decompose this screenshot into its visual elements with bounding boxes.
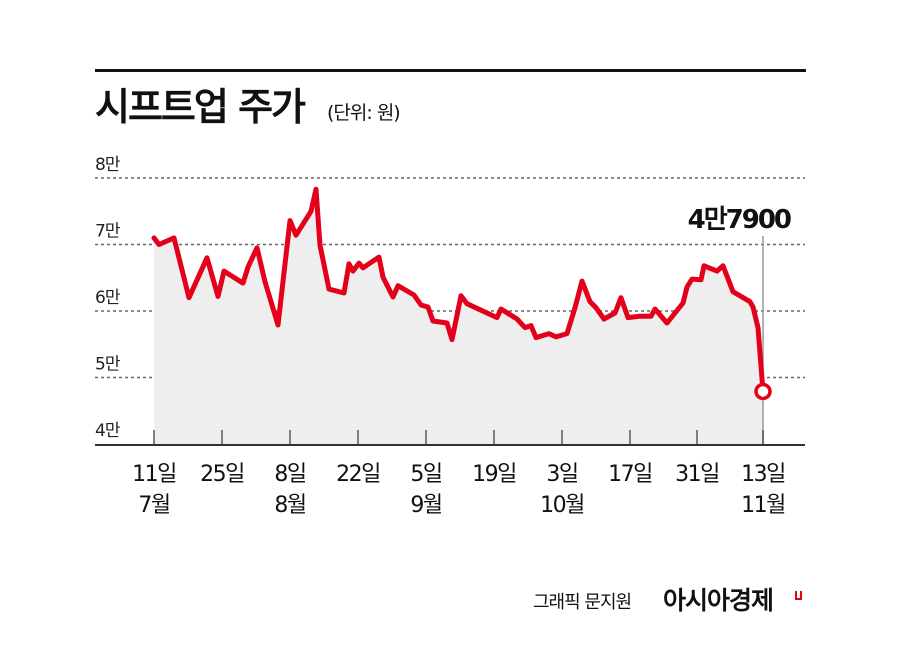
y-axis-labels: 4만 5만 6만 7만 8만 xyxy=(95,155,122,441)
graphic-credit: 그래픽 문지원 xyxy=(533,592,632,613)
y-tick-label: 4만 xyxy=(95,421,121,441)
x-tick-month: 9월 xyxy=(410,493,441,518)
x-tick-month: 11월 xyxy=(741,493,785,518)
end-value-label: 4만7900 xyxy=(688,205,791,235)
y-tick-label: 5만 xyxy=(95,355,121,375)
chart-title: 시프트업 주가 xyxy=(95,85,306,129)
unit-label: (단위: 원) xyxy=(327,102,401,124)
top-rule xyxy=(95,69,806,72)
y-tick-label: 7만 xyxy=(95,222,121,242)
x-tick-day: 13일 xyxy=(741,462,785,487)
x-tick-month: 10월 xyxy=(540,493,584,518)
x-tick-day: 3일 xyxy=(546,462,577,487)
x-tick-day: 25일 xyxy=(200,462,244,487)
x-axis-labels: 11일 7월 25일 8일 8월 22일 5일 9월 19일 3일 10월 17일 31일 13일 11월 xyxy=(132,462,786,518)
end-point-marker xyxy=(754,382,772,401)
brand-logo-text: 아시아경제 xyxy=(663,586,774,615)
y-tick-label: 8만 xyxy=(95,155,121,175)
x-tick-day: 5일 xyxy=(410,462,441,487)
price-line xyxy=(151,186,766,394)
x-axis-ticks xyxy=(153,430,764,444)
x-tick-day: 19일 xyxy=(472,462,516,487)
brand-mark-icon xyxy=(795,591,802,600)
y-tick-label: 6만 xyxy=(95,288,121,308)
x-tick-day: 22일 xyxy=(336,462,380,487)
x-tick-day: 11일 xyxy=(132,462,176,487)
x-tick-day: 31일 xyxy=(675,462,719,487)
x-tick-month: 8월 xyxy=(274,493,305,518)
x-tick-day: 8일 xyxy=(274,462,305,487)
x-tick-day: 17일 xyxy=(608,462,652,487)
x-tick-month: 7월 xyxy=(138,493,169,518)
